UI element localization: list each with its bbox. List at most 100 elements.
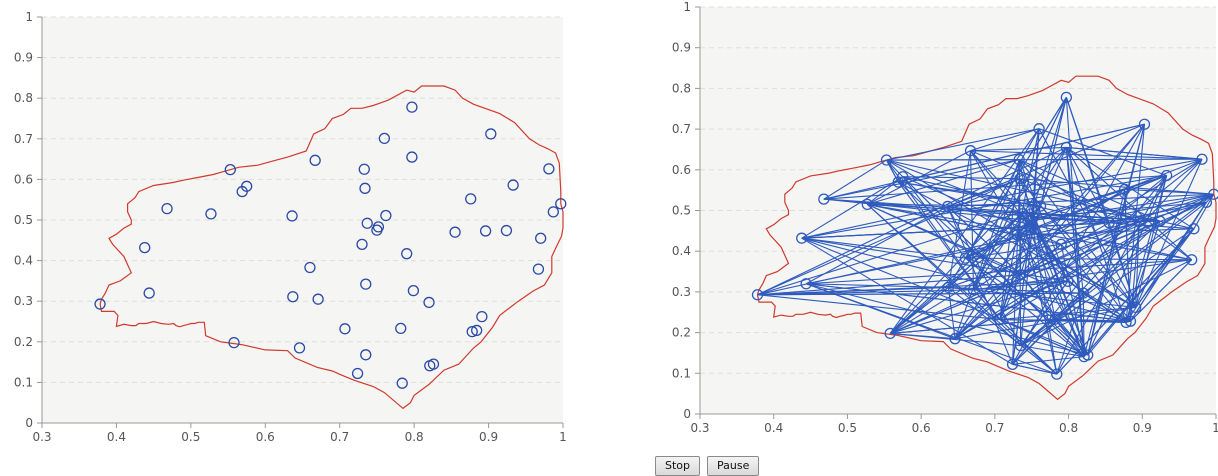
network-node: [1077, 287, 1089, 299]
edge: [1012, 363, 1057, 375]
network-node: [959, 252, 972, 264]
edge: [902, 176, 1020, 180]
playback-controls: Stop Pause: [655, 456, 760, 476]
network-node: [1208, 188, 1218, 200]
edge: [954, 221, 1140, 340]
data-point: [406, 151, 418, 163]
y-tick-label: 0.5: [14, 213, 33, 227]
edge: [1020, 193, 1215, 276]
edge: [757, 294, 1001, 321]
data-point: [466, 325, 478, 338]
edge: [823, 159, 887, 200]
edge: [1087, 175, 1168, 356]
edge: [947, 206, 1022, 346]
network-node: [897, 171, 909, 183]
network-node: [942, 200, 954, 213]
network-node: [994, 313, 1006, 326]
edge: [1020, 228, 1195, 347]
data-point: [143, 287, 155, 299]
edge: [1016, 174, 1167, 236]
pause-button[interactable]: Pause: [707, 456, 760, 476]
edge: [999, 158, 1203, 321]
edge: [999, 97, 1067, 320]
network-node: [1013, 153, 1025, 166]
data-point: [94, 298, 106, 310]
data-point: [423, 296, 435, 309]
edge: [1056, 228, 1195, 375]
x-tick-label: 0.4: [764, 421, 783, 435]
y-tick-label: 0.7: [14, 132, 33, 146]
data-point: [396, 377, 408, 389]
data-point: [449, 226, 461, 238]
data-point: [241, 180, 253, 192]
data-point: [535, 232, 547, 244]
data-point: [161, 202, 173, 215]
edge: [801, 237, 1131, 322]
network-node: [1011, 229, 1023, 241]
edge: [972, 178, 1021, 291]
edge: [806, 283, 1088, 356]
edge: [823, 174, 1167, 200]
data-point: [293, 342, 306, 354]
network-node: [1188, 223, 1200, 235]
data-point: [476, 310, 488, 323]
edge: [823, 159, 1020, 200]
data-point: [359, 182, 371, 194]
data-point: [287, 291, 299, 303]
edge: [867, 203, 1018, 236]
edge: [1016, 234, 1056, 320]
network-node: [1055, 238, 1067, 250]
network-node: [1138, 118, 1151, 130]
network-node: [1015, 269, 1027, 281]
edge: [801, 205, 948, 239]
data-point: [485, 128, 497, 140]
edge: [866, 176, 904, 205]
data-point: [532, 263, 545, 275]
network-node: [800, 278, 812, 290]
edge: [1032, 217, 1056, 320]
data-point: [361, 217, 373, 229]
network-node: [880, 154, 893, 166]
edge: [886, 159, 899, 183]
y-tick-label: 0: [25, 416, 33, 430]
data-point: [358, 163, 370, 175]
data-point: [500, 224, 513, 237]
edge: [1019, 178, 1089, 356]
network-node: [1051, 368, 1063, 380]
data-point: [228, 336, 240, 349]
x-tick-label: 0.7: [330, 430, 349, 444]
network-node: [861, 198, 873, 211]
data-point: [372, 221, 385, 233]
data-point: [427, 358, 440, 370]
x-tick-label: 0.6: [256, 430, 275, 444]
y-tick-label: 0.4: [14, 254, 33, 268]
data-point: [407, 284, 420, 297]
edge: [1060, 243, 1127, 323]
y-tick-label: 0.9: [672, 41, 691, 55]
edge: [948, 286, 1058, 375]
data-point: [380, 209, 392, 222]
network-node: [1130, 301, 1142, 314]
boundary-line: [99, 85, 564, 410]
edge: [890, 280, 1068, 334]
x-tick-label: 0.3: [32, 430, 51, 444]
x-tick-label: 0.9: [479, 430, 498, 444]
stop-button[interactable]: Stop: [655, 456, 701, 476]
data-point: [395, 322, 407, 335]
edge: [1066, 146, 1195, 230]
x-tick-label: 1: [1212, 421, 1218, 435]
x-tick-label: 0.8: [405, 430, 424, 444]
data-point: [543, 163, 555, 175]
edge: [947, 193, 1214, 207]
edge: [1130, 259, 1193, 322]
network-node: [1049, 313, 1061, 325]
network-node: [1160, 169, 1173, 182]
edge: [1066, 146, 1203, 160]
edge: [947, 205, 1192, 261]
y-tick-label: 0.9: [14, 51, 33, 65]
data-point: [286, 210, 298, 222]
edge: [902, 176, 1110, 224]
edge: [970, 150, 1140, 222]
network-node: [1200, 196, 1213, 209]
